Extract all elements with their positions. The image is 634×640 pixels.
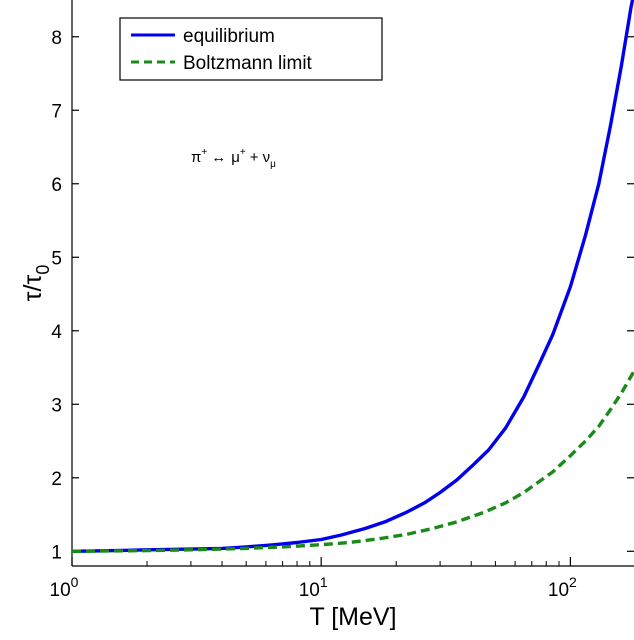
- annotation-mu: μ: [231, 149, 240, 166]
- annotation-mu-charge: +: [240, 147, 246, 158]
- series-line-boltzmann: [72, 370, 634, 553]
- y-tick-label: 4: [51, 322, 62, 343]
- legend-label-boltzmann: Boltzmann limit: [183, 53, 313, 74]
- y-axis-label-sub: 0: [33, 265, 53, 275]
- tick-labels: 1 2 3 4 5 6 7 8 100 101 102: [50, 28, 578, 601]
- x-tick-label: 100: [50, 574, 79, 601]
- annotation-nu-sub: μ: [270, 159, 276, 170]
- annotation-arrow: ↔: [211, 149, 226, 166]
- plot-frame: [71, 0, 634, 567]
- y-axis-label: τ/τ0: [19, 265, 53, 302]
- annotation-reaction: π+ ↔ μ+ + νμ: [191, 147, 276, 170]
- y-tick-label: 1: [51, 542, 62, 563]
- legend: equilibrium Boltzmann limit: [119, 17, 383, 81]
- annotation-pi-charge: +: [201, 147, 207, 158]
- y-tick-label: 3: [51, 395, 62, 416]
- x-tick-label: 102: [548, 574, 577, 601]
- y-tick-label: 7: [51, 101, 62, 122]
- y-axis-label-main: τ/τ: [19, 275, 47, 302]
- x-tick-label: 101: [299, 574, 328, 601]
- x-axis-label: T [MeV]: [309, 603, 396, 631]
- y-tick-label: 5: [51, 248, 62, 269]
- y-tick-label: 8: [51, 28, 62, 49]
- legend-box: [119, 17, 383, 81]
- y-tick-label: 2: [51, 469, 62, 490]
- annotation-pi: π: [191, 149, 201, 166]
- y-tick-label: 6: [51, 175, 62, 196]
- series-layer: [72, 0, 634, 553]
- annotation-plus-nu: + ν: [250, 149, 270, 166]
- legend-label-equilibrium: equilibrium: [183, 26, 275, 47]
- y-axis-label-group: τ/τ0: [19, 265, 53, 302]
